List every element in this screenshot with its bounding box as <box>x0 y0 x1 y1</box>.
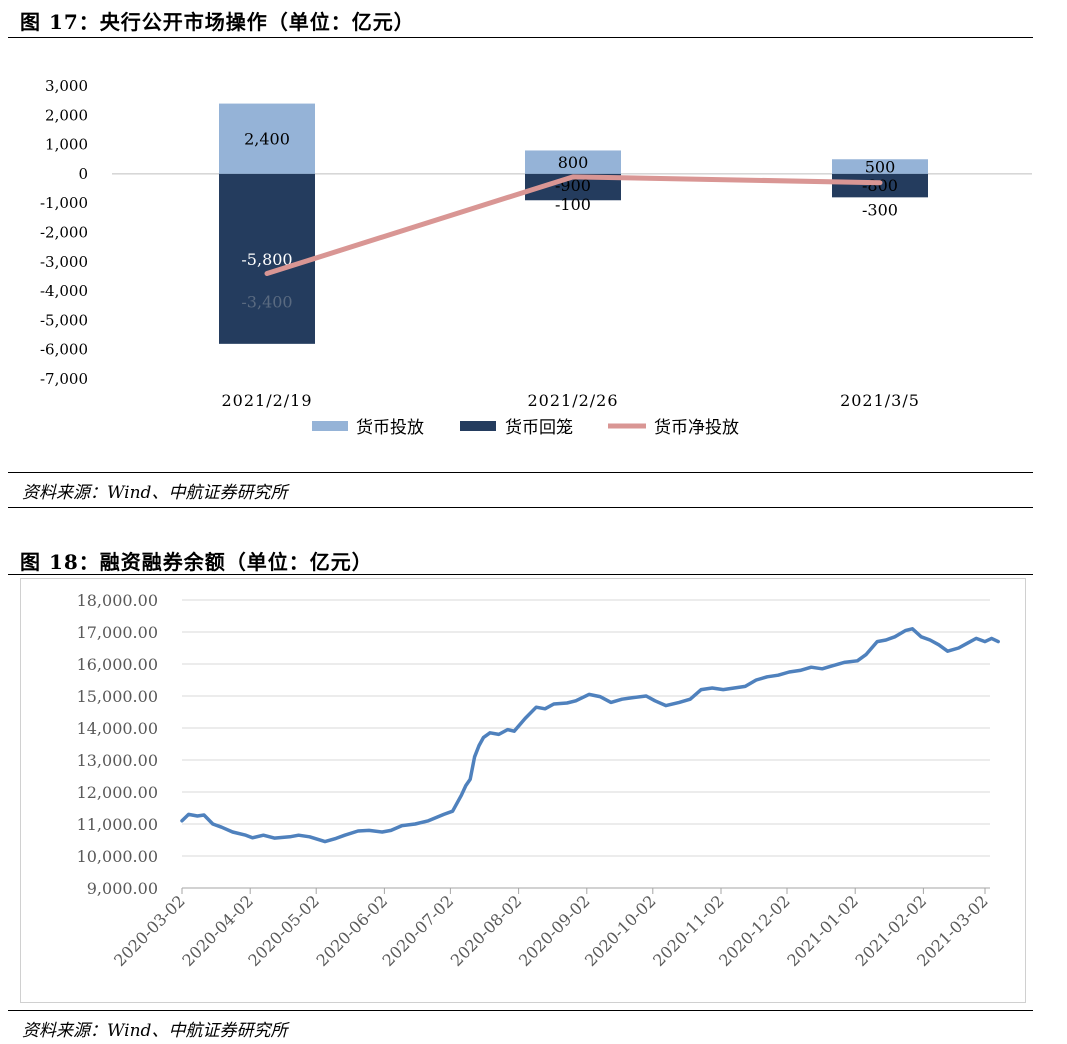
figure18-title: 图 18：融资融券余额（单位：亿元） <box>20 550 373 574</box>
legend-swatch-injection <box>312 421 348 431</box>
y-tick-label: 9,000.00 <box>87 879 158 898</box>
x-tick-label: 2020-12-02 <box>715 891 794 970</box>
figure17-title: 图 17：央行公开市场操作（单位：亿元） <box>20 10 415 34</box>
x-tick-label: 2020-10-02 <box>581 891 660 970</box>
y-tick-label: -1,000 <box>40 194 88 212</box>
y-tick-label: 15,000.00 <box>77 687 158 706</box>
net-injection-data-label: -3,400 <box>241 293 292 312</box>
bar-withdrawal <box>219 173 315 344</box>
bar-injection <box>832 159 928 174</box>
withdrawal-data-label: -5,800 <box>241 250 292 269</box>
bar-injection <box>219 103 315 174</box>
figure18-source: 资料来源：Wind、中航证券研究所 <box>22 1021 288 1041</box>
y-tick-label: 14,000.00 <box>77 719 158 738</box>
withdrawal-data-label: -800 <box>862 176 898 195</box>
net-injection-data-label: -100 <box>555 195 591 214</box>
figure17-chart: 3,000 2,000 1,000 0 -1,000 -2,000 -3,000 -4,000… <box>40 77 1032 438</box>
y-tick-label: -5,000 <box>40 311 88 329</box>
net-injection-line <box>264 174 883 277</box>
injection-data-label: 800 <box>558 153 589 172</box>
y-tick-label: 18,000.00 <box>77 591 158 610</box>
x-tick-label: 2020-03-02 <box>110 891 189 970</box>
y-tick-label: -7,000 <box>40 370 88 388</box>
injection-data-label: 500 <box>865 158 896 177</box>
legend-label: 货币净投放 <box>654 418 739 438</box>
y-tick-label: -4,000 <box>40 282 88 300</box>
x-tick-label: 2021/2/19 <box>221 391 312 410</box>
figure17-top-rule <box>8 37 1033 38</box>
figure17-source: 资料来源：Wind、中航证券研究所 <box>22 483 288 503</box>
y-tick-label: 12,000.00 <box>77 783 158 802</box>
figure17-bottom-rule <box>8 472 1033 473</box>
legend-swatch-withdrawal <box>460 421 496 431</box>
injection-data-label: 2,400 <box>244 130 290 149</box>
y-tick-label: 17,000.00 <box>77 623 158 642</box>
legend-label: 货币回笼 <box>505 418 573 438</box>
figure18-bottom-rule <box>8 1010 1033 1011</box>
figure17-source-rule <box>8 507 1033 508</box>
y-tick-label: 3,000 <box>45 77 88 95</box>
y-tick-label: -3,000 <box>40 253 88 271</box>
y-tick-label: 10,000.00 <box>77 847 158 866</box>
margin-balance-line <box>180 627 1000 844</box>
x-tick-label: 2021/3/5 <box>840 391 920 410</box>
net-injection-data-label: -300 <box>862 201 898 220</box>
x-tick-label: 2021-01-02 <box>783 891 862 970</box>
y-tick-label: 2,000 <box>45 106 88 124</box>
figure18-chart-frame <box>20 578 1026 1003</box>
y-tick-label: 11,000.00 <box>77 815 158 834</box>
y-tick-label: -6,000 <box>40 341 88 359</box>
x-tick-label: 2020-07-02 <box>379 891 458 970</box>
y-tick-label: 16,000.00 <box>77 655 158 674</box>
y-tick-label: -2,000 <box>40 224 88 242</box>
bar-injection <box>525 150 621 174</box>
y-tick-label: 1,000 <box>45 136 88 154</box>
legend-label: 货币投放 <box>356 418 424 438</box>
x-tick-label: 2020-08-02 <box>447 891 526 970</box>
x-tick-label: 2021/2/26 <box>527 391 618 410</box>
y-tick-label: 0 <box>78 165 88 183</box>
x-tick-label: 2020-05-02 <box>244 891 323 970</box>
y-tick-label: 13,000.00 <box>77 751 158 770</box>
figure18-chart: 18,000.00 17,000.00 16,000.00 15,000.00 14,0… <box>77 591 1000 970</box>
figure18-top-rule <box>8 574 1033 575</box>
